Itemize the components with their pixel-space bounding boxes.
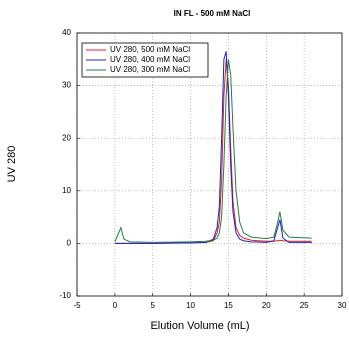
x-tick-label: 15 [224, 301, 233, 310]
y-tick-label: -10 [59, 291, 71, 300]
legend-label: UV 280, 500 mM NaCl [110, 45, 190, 54]
x-tick-label: 20 [262, 301, 271, 310]
y-tick-label: 40 [62, 28, 71, 37]
y-tick-label: 30 [62, 81, 71, 90]
y-tick-label: 20 [62, 133, 71, 142]
x-tick-label: 30 [338, 301, 347, 310]
series-line [114, 59, 312, 244]
y-tick-label: 0 [67, 239, 72, 248]
y-tick-label: 10 [62, 186, 71, 195]
legend-label: UV 280, 300 mM NaCl [110, 65, 190, 74]
chart-title: IN FL - 500 mM NaCl [174, 9, 251, 18]
series-line [114, 59, 312, 243]
x-tick-label: 0 [113, 301, 118, 310]
x-tick-label: 10 [186, 301, 195, 310]
plot-frame [76, 32, 343, 297]
y-axis-label: UV 280 [6, 146, 18, 183]
x-tick-label: -5 [73, 301, 81, 310]
x-axis-label: Elution Volume (mL) [150, 320, 249, 332]
legend-label: UV 280, 400 mM NaCl [110, 55, 190, 64]
series-line [114, 51, 312, 244]
x-tick-label: 25 [300, 301, 309, 310]
x-tick-label: 5 [150, 301, 155, 310]
